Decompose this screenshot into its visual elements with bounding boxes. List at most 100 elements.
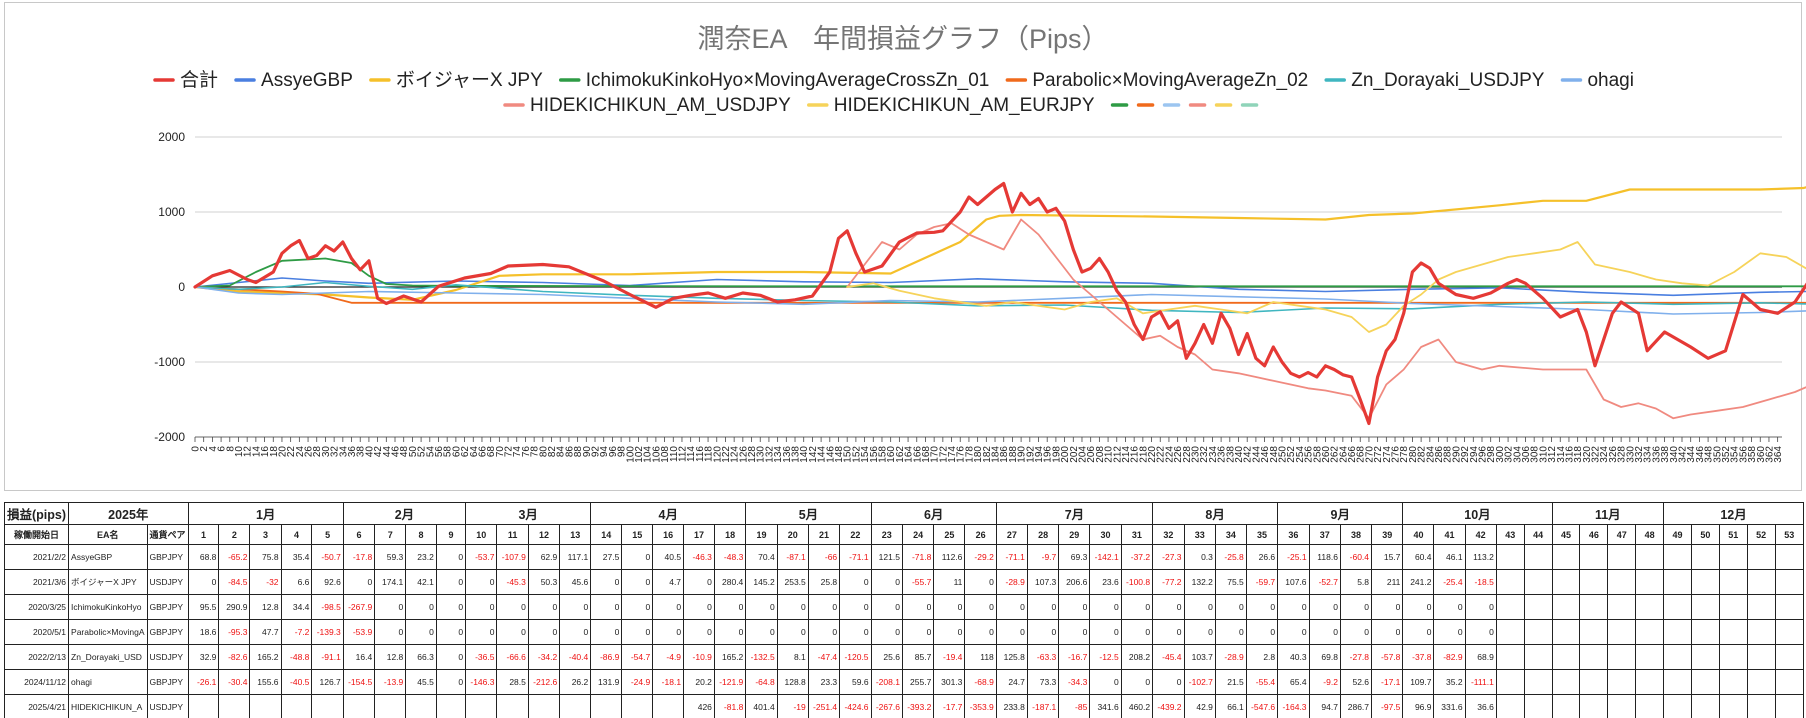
x-tick-label: 198 xyxy=(1051,446,1062,463)
x-tick-label: 234 xyxy=(1208,446,1219,463)
x-tick-label: 4 xyxy=(208,446,219,452)
x-tick-label: 266 xyxy=(1347,446,1358,463)
pl-value-cell: -251.4 xyxy=(807,694,841,718)
x-tick-label: 306 xyxy=(1521,446,1532,463)
x-tick-label: 96 xyxy=(608,446,619,458)
pl-value-cell: 0 xyxy=(1308,594,1341,620)
x-tick-label: 48 xyxy=(399,446,410,458)
x-tick-label: 240 xyxy=(1234,446,1245,463)
pl-value-cell: 0 xyxy=(713,594,747,620)
week-number-header: 53 xyxy=(1774,524,1804,545)
pl-value-cell: 6.6 xyxy=(280,569,313,595)
pl-value-cell xyxy=(249,694,282,718)
legend-entry: HIDEKICHIKUN_AM_EURJPY xyxy=(834,95,1095,116)
x-tick-label: 110 xyxy=(669,446,680,462)
x-tick-label: 38 xyxy=(356,446,367,458)
pl-value-cell: 45.5 xyxy=(405,669,437,695)
pl-value-cell xyxy=(1579,544,1609,570)
pl-value-cell: 132.2 xyxy=(1183,569,1216,595)
x-tick-label: 262 xyxy=(1330,446,1341,463)
pl-value-cell: 26.6 xyxy=(1245,544,1279,570)
pl-value-cell xyxy=(1551,644,1581,670)
pl-value-cell: -12.5 xyxy=(1089,644,1122,670)
week-number-header: 44 xyxy=(1523,524,1553,545)
pl-value-cell: -66.6 xyxy=(496,644,529,670)
x-tick-label: 230 xyxy=(1191,446,1202,463)
pl-value-cell: 47.7 xyxy=(249,619,282,645)
pl-value-cell: -139.3 xyxy=(311,619,344,645)
week-number-header: 39 xyxy=(1371,524,1404,545)
pl-value-cell: -164.3 xyxy=(1277,694,1310,718)
x-tick-label: 282 xyxy=(1417,446,1428,463)
legend-entry: Zn_Dorayaki_USDJPY xyxy=(1351,70,1545,91)
pl-value-cell: 0 xyxy=(1277,594,1310,620)
pl-value-cell: 0 xyxy=(964,619,997,645)
pl-value-cell: -142.1 xyxy=(1089,544,1122,570)
month-header: 4月 xyxy=(590,502,747,525)
x-tick-label: 238 xyxy=(1225,446,1236,463)
pl-value-cell: 35.4 xyxy=(280,544,313,570)
pl-value-cell: 35.2 xyxy=(1433,669,1466,695)
x-tick-label: 252 xyxy=(1286,446,1297,463)
pair-cell: USDJPY xyxy=(146,569,189,595)
pl-value-cell: 0 xyxy=(435,644,467,670)
x-tick-label: 58 xyxy=(443,446,454,458)
x-tick-label: 108 xyxy=(660,446,671,463)
table-row: 2024/11/12 ohagi GBPJPY -26.1 -30.4 155.6 -40.… xyxy=(4,669,1804,695)
x-tick-label: 218 xyxy=(1138,446,1149,463)
pl-value-cell xyxy=(187,694,220,718)
x-tick-label: 320 xyxy=(1582,446,1593,463)
table-row: 2020/3/25 IchimokuKinkoHyo GBPJPY 95.5 290.9… xyxy=(4,594,1804,620)
pl-value-cell xyxy=(1523,594,1553,620)
pl-value-cell: -27.3 xyxy=(1152,544,1185,570)
pl-value-cell: -82.9 xyxy=(1433,644,1466,670)
x-tick-label: 150 xyxy=(843,446,854,463)
x-tick-label: 264 xyxy=(1338,446,1349,463)
x-tick-label: 364 xyxy=(1773,446,1784,463)
pl-value-cell: 36.6 xyxy=(1464,694,1497,718)
pl-value-cell: 95.5 xyxy=(187,594,220,620)
x-tick-label: 322 xyxy=(1591,446,1602,463)
x-tick-label: 258 xyxy=(1312,446,1323,463)
pl-value-cell: 126.7 xyxy=(311,669,344,695)
pl-value-cell: 0 xyxy=(1277,619,1310,645)
y-tick-label: 0 xyxy=(178,280,185,294)
pl-value-cell xyxy=(1551,569,1581,595)
pl-value-cell xyxy=(1635,644,1665,670)
x-tick-label: 68 xyxy=(486,446,497,458)
week-number-header: 31 xyxy=(1120,524,1154,545)
pl-value-cell: -24.9 xyxy=(621,669,654,695)
x-tick-label: 192 xyxy=(1025,446,1036,463)
pl-value-cell: 59.6 xyxy=(839,669,872,695)
week-number-header: 45 xyxy=(1551,524,1581,545)
pl-value-cell: 85.7 xyxy=(901,644,935,670)
pl-value-cell xyxy=(1663,594,1692,620)
pl-value-cell: 92.6 xyxy=(311,569,344,595)
x-tick-label: 196 xyxy=(1043,446,1054,463)
pl-table-area: 損益(pips) 2025年 1月 2月 3月 4月 5月 6月 7月 8月 9月 10月 11月 12月… xyxy=(4,502,1804,718)
pl-value-cell xyxy=(280,694,313,718)
x-tick-label: 158 xyxy=(877,446,888,463)
pl-value-cell: 125.8 xyxy=(995,644,1028,670)
pl-value-cell: 0 xyxy=(374,619,407,645)
pl-value-cell xyxy=(1551,669,1581,695)
x-tick-label: 26 xyxy=(304,446,315,458)
pl-value-cell: -37.2 xyxy=(1120,544,1154,570)
week-number-header: 17 xyxy=(683,524,715,545)
x-tick-label: 106 xyxy=(651,446,662,463)
pl-value-cell xyxy=(1746,569,1776,595)
x-tick-label: 154 xyxy=(860,446,871,463)
pl-value-cell: 0 xyxy=(964,569,997,595)
pl-value-cell xyxy=(465,694,498,718)
x-tick-label: 54 xyxy=(425,446,436,458)
pl-value-cell: -55.4 xyxy=(1245,669,1279,695)
pl-value-cell: 70.4 xyxy=(745,544,778,570)
x-tick-label: 340 xyxy=(1669,446,1680,463)
pl-value-cell: 0 xyxy=(187,569,220,595)
pl-value-cell: -25.1 xyxy=(1277,544,1310,570)
pl-value-cell: 0 xyxy=(1183,619,1216,645)
pl-value-cell: 0 xyxy=(1464,594,1497,620)
pair-header: 通貨ペア xyxy=(146,524,189,545)
x-tick-label: 142 xyxy=(808,446,819,463)
pl-value-cell xyxy=(1663,544,1692,570)
